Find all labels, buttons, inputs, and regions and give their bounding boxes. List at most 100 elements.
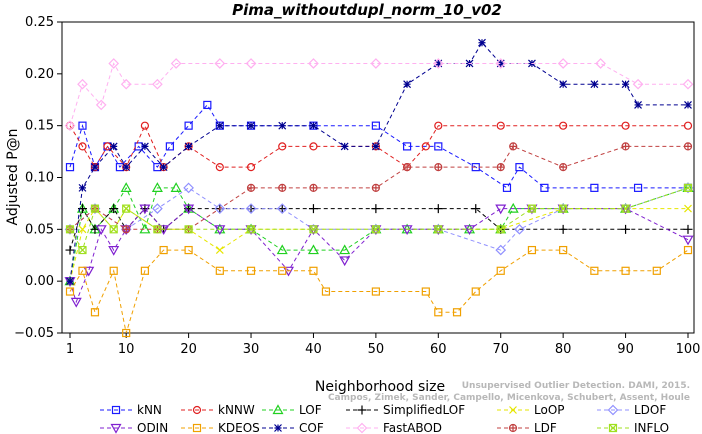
data-point [558,224,568,234]
data-point [309,266,318,275]
series-inflo [65,183,693,255]
data-point [309,142,318,151]
data-point [246,183,256,192]
data-point [683,224,693,234]
data-point [183,182,194,194]
series-cof [66,38,692,286]
data-point [683,121,693,130]
data-point [527,204,537,213]
data-point [590,183,599,192]
legend-label: KDEOS [218,421,260,434]
data-point [471,287,480,296]
data-point [634,101,642,109]
series-line [69,187,689,251]
data-point [371,225,380,234]
legend-item-cof: COF [262,421,324,434]
data-point [683,245,693,255]
data-point [339,244,351,255]
data-point [108,245,120,256]
data-point [496,266,505,275]
data-point [559,163,568,172]
data-point [683,183,693,192]
data-point [122,328,131,338]
legend-label: LoOP [534,403,565,417]
data-point [621,266,630,275]
y-tick-label: 0.05 [25,222,54,237]
data-point [371,121,380,130]
data-point [120,78,132,90]
data-point [278,266,287,275]
data-point [514,223,525,235]
data-point [153,225,162,234]
data-point [471,204,481,214]
legend-item-knn: kNN [100,403,162,417]
legend-label: SimplifiedLOF [383,403,465,417]
data-point [309,225,318,234]
x-tick-label: 40 [305,342,322,357]
data-point [434,308,443,317]
legend-item-inflo: INFLO [597,421,669,434]
data-point [590,80,599,89]
data-point [434,142,443,151]
x-axis-title: Neighborhood size [315,379,445,395]
series-kdeos [65,245,693,338]
data-point [215,266,224,275]
data-point [91,163,99,172]
data-point [434,163,443,172]
data-point [559,80,568,89]
data-point [371,142,380,151]
data-point [65,121,75,130]
data-point [356,422,368,434]
x-tick-label: 100 [676,342,701,357]
legend-label: LDF [534,421,557,434]
data-point [246,266,256,275]
data-point [78,266,87,275]
data-point [371,183,380,192]
data-point [559,204,568,213]
data-point [65,163,75,172]
series-line [69,104,688,189]
data-point [308,58,319,69]
x-tick-label: 30 [243,342,260,357]
x-axis: 1 10 20 30 40 50 60 70 80 90 100 [66,333,701,357]
data-point [272,404,284,415]
x-tick-label: 90 [617,342,634,357]
legend-label: LOF [299,403,322,417]
legend-item-simplifiedlof: SimplifiedLOF [346,403,465,417]
data-point [308,204,318,214]
y-tick-label: 0.15 [25,119,54,134]
data-point [245,58,257,69]
data-point [215,163,224,172]
data-point [165,142,174,151]
data-point [184,225,193,234]
series-line [69,207,688,282]
data-point [109,266,118,275]
legend-item-ldf: LDF [497,421,557,434]
legend-label: COF [299,421,324,434]
legend-item-loop: LoOP [497,403,565,417]
data-point [321,287,331,296]
data-point [278,121,287,130]
data-point [621,142,630,151]
plot-frame [61,21,695,334]
data-point [502,183,512,192]
series-ldof [64,182,694,256]
series-line [69,187,689,252]
x-tick-label: 10 [118,342,135,357]
data-point [140,142,149,151]
watermark-line2: Campos, Zimek, Sander, Campello, Micenko… [328,393,690,403]
data-point [590,266,599,275]
data-point [214,225,226,236]
data-point [78,183,87,192]
y-tick-label: 0.25 [25,15,54,30]
data-point [509,142,518,151]
data-point [684,101,692,109]
data-point [65,287,75,296]
data-point [278,183,287,192]
series-line [69,145,688,230]
legend-label: INFLO [634,421,669,434]
chart-title: Pima_withoutdupl_norm_10_v02 [232,1,502,19]
data-point [214,58,226,69]
y-axis: −0.05 0.00 0.05 0.10 0.15 0.20 0.25 [14,15,62,341]
series-fastabod [64,58,694,132]
